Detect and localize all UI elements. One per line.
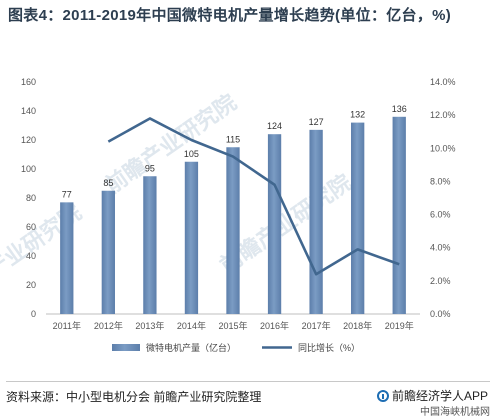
- brand-logo: 前瞻经济学人APP: [376, 387, 488, 404]
- x-tick-label: 2016年: [260, 320, 289, 331]
- bar: [267, 134, 282, 314]
- x-tick-label: 2013年: [135, 320, 164, 331]
- bar: [184, 161, 199, 314]
- y-left-tick-label: 40: [26, 251, 36, 261]
- x-tick-label: 2012年: [94, 320, 123, 331]
- bar-value-label: 124: [267, 121, 282, 131]
- bar: [309, 129, 323, 314]
- x-tick-label: 2011年: [53, 320, 81, 331]
- y-right-tick-label: 4.0%: [430, 243, 451, 253]
- legend-line-label: 同比增长（%）: [298, 342, 360, 353]
- bar-value-label: 132: [350, 110, 365, 120]
- y-right-tick-label: 8.0%: [430, 176, 451, 186]
- y-left-tick-label: 20: [26, 280, 36, 290]
- site-mark: 中国海峡机械网: [420, 407, 490, 418]
- legend-bar-swatch: [112, 344, 140, 351]
- bar: [101, 190, 115, 314]
- bar-value-label: 136: [392, 104, 407, 114]
- growth-line: [107, 117, 400, 276]
- y-left-tick-label: 140: [21, 106, 36, 116]
- x-tick-label: 2018年: [343, 320, 372, 331]
- y-left-tick-label: 0: [31, 309, 36, 319]
- chart-title: 图表4：2011-2019年中国微特电机产量增长趋势(单位：亿台，%): [8, 7, 452, 24]
- chart-canvas: 前瞻产业研究院前瞻产业研究院前瞻产业研究院0204060801001201401…: [0, 77, 456, 353]
- bar-value-label: 77: [62, 189, 72, 199]
- bar-value-label: 85: [103, 178, 113, 188]
- y-right-tick-label: 2.0%: [430, 276, 451, 286]
- x-tick-label: 2014年: [177, 320, 206, 331]
- y-right-tick-label: 0.0%: [430, 309, 451, 319]
- y-left-tick-label: 160: [21, 77, 36, 87]
- x-tick-label: 2017年: [302, 320, 331, 331]
- y-right-tick-label: 14.0%: [430, 77, 456, 87]
- x-tick-label: 2015年: [218, 320, 247, 331]
- bar: [226, 147, 240, 314]
- source-note: 资料来源：中小型电机分会 前瞻产业研究院整理: [6, 390, 262, 404]
- y-left-tick-label: 100: [21, 164, 36, 174]
- bar: [351, 122, 365, 314]
- y-right-tick-label: 10.0%: [430, 143, 456, 153]
- y-right-tick-label: 6.0%: [430, 210, 451, 220]
- y-left-tick-label: 120: [21, 135, 36, 145]
- bar-value-label: 127: [309, 117, 324, 127]
- bar: [392, 116, 406, 314]
- brand-icon: [376, 389, 389, 402]
- legend-bar-label: 微特电机产量（亿台）: [146, 342, 236, 353]
- y-left-tick-label: 80: [26, 193, 36, 203]
- y-left-tick-label: 60: [26, 222, 36, 232]
- bar-value-label: 115: [226, 134, 240, 144]
- y-right-tick-label: 12.0%: [430, 110, 456, 120]
- bar-value-label: 95: [145, 163, 155, 173]
- brand-name: 前瞻经济学人APP: [391, 389, 488, 403]
- x-tick-label: 2019年: [385, 320, 414, 331]
- watermark-text: 前瞻产业研究院: [100, 89, 241, 198]
- bar: [143, 176, 157, 314]
- footer-divider: [6, 381, 490, 382]
- bar: [60, 202, 74, 314]
- bar-value-label: 105: [184, 149, 199, 159]
